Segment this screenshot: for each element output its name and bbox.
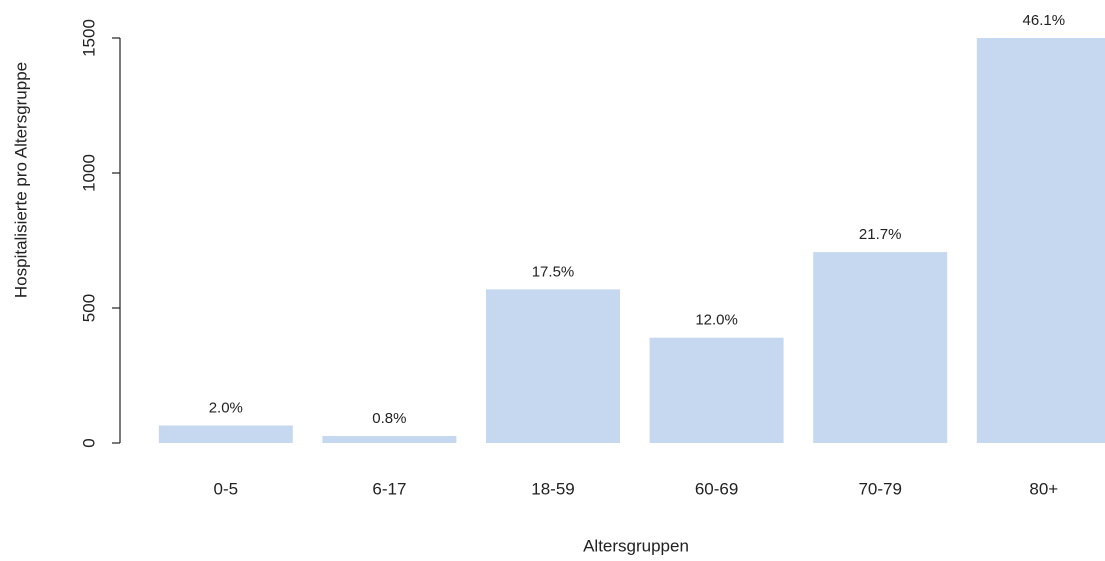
- x-tick-label: 70-79: [858, 479, 901, 498]
- bar: [649, 337, 784, 443]
- x-tick-label: 60-69: [695, 479, 738, 498]
- bar-annotation: 46.1%: [1023, 12, 1066, 29]
- bar-annotation: 17.5%: [532, 263, 575, 280]
- y-tick-label: 0: [79, 438, 98, 447]
- bar: [813, 252, 948, 443]
- bar-annotation: 0.8%: [372, 410, 406, 427]
- x-tick-label: 6-17: [372, 479, 406, 498]
- x-tick-label: 18-59: [531, 479, 574, 498]
- bar-annotation: 21.7%: [859, 226, 902, 243]
- bar: [976, 38, 1105, 443]
- y-tick-label: 1500: [79, 19, 98, 57]
- x-tick-label: 80+: [1029, 479, 1058, 498]
- y-tick-label: 1000: [79, 154, 98, 192]
- bar: [322, 435, 457, 443]
- bar: [486, 289, 620, 443]
- y-axis-title: Hospitalisierte pro Altersgruppe: [11, 62, 30, 298]
- bar-annotation: 12.0%: [695, 312, 738, 329]
- x-tick-label: 0-5: [214, 479, 239, 498]
- bar: [158, 425, 293, 443]
- bar-annotation: 2.0%: [209, 399, 243, 416]
- x-axis-title: Altersgruppen: [583, 536, 689, 555]
- y-tick-label: 500: [79, 294, 98, 322]
